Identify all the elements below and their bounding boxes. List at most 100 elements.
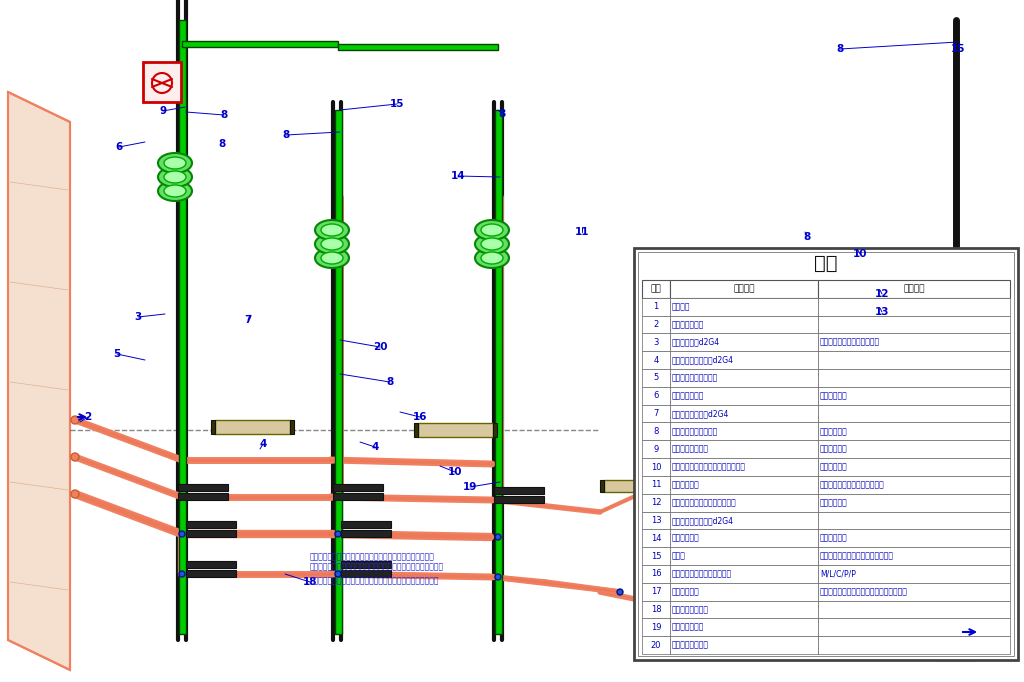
Bar	[670, 351, 818, 369]
Bar	[642, 547, 670, 565]
Bar	[642, 476, 670, 494]
Ellipse shape	[158, 181, 193, 201]
Bar	[670, 512, 818, 529]
Bar	[818, 351, 1010, 369]
Bar	[818, 619, 1010, 636]
Circle shape	[495, 534, 501, 540]
Bar	[178, 493, 228, 500]
Bar	[418, 423, 493, 437]
Bar	[642, 422, 670, 441]
Bar	[818, 422, 1010, 441]
Text: スタンション: スタンション	[672, 587, 699, 596]
Text: 防爆形コントロールスイッチ: 防爆形コントロールスイッチ	[672, 569, 732, 578]
Text: 9: 9	[160, 106, 167, 116]
Bar	[818, 441, 1010, 458]
Bar	[642, 619, 670, 636]
Bar	[818, 369, 1010, 387]
Bar	[642, 280, 670, 298]
Ellipse shape	[321, 252, 343, 264]
Text: 記号: 記号	[650, 284, 662, 293]
Bar	[670, 298, 818, 316]
Text: 3: 3	[134, 312, 141, 322]
Bar	[642, 529, 670, 547]
Bar	[182, 41, 338, 47]
Bar	[341, 570, 391, 577]
Bar	[670, 422, 818, 441]
Bar	[670, 529, 818, 547]
Bar	[950, 329, 961, 339]
Bar	[670, 404, 818, 422]
Text: 19: 19	[463, 482, 477, 492]
Bar	[818, 565, 1010, 582]
Circle shape	[764, 622, 770, 628]
Text: 10: 10	[853, 249, 867, 259]
Text: 8: 8	[283, 130, 290, 140]
Bar	[818, 636, 1010, 654]
Text: ケーブル保護チューブ: ケーブル保護チューブ	[672, 374, 718, 383]
Bar	[764, 382, 770, 634]
Text: 5: 5	[653, 374, 658, 383]
Ellipse shape	[481, 252, 503, 264]
Text: 1: 1	[653, 302, 658, 311]
Text: 15: 15	[390, 99, 404, 109]
Text: 支持材リップ槽・山形鉱現場制作品: 支持材リップ槽・山形鉱現場制作品	[820, 552, 894, 561]
Bar	[341, 561, 391, 568]
Bar	[676, 480, 680, 492]
Text: 18: 18	[303, 577, 317, 587]
Bar	[178, 484, 228, 491]
Text: 6: 6	[653, 391, 658, 400]
Text: 6: 6	[116, 142, 123, 152]
Text: 凡例: 凡例	[814, 254, 838, 273]
Text: 4: 4	[653, 355, 658, 365]
Text: 7: 7	[653, 409, 658, 418]
Text: 2: 2	[653, 320, 658, 329]
Text: スタンション現場制作品（市販品もあり）: スタンション現場制作品（市販品もあり）	[820, 587, 908, 596]
Bar	[818, 387, 1010, 404]
Bar	[818, 582, 1010, 601]
Circle shape	[335, 531, 341, 537]
Text: 16: 16	[650, 569, 662, 578]
Text: 8: 8	[804, 232, 811, 242]
Ellipse shape	[158, 167, 193, 187]
Text: 防爆コンセント: 防爆コンセント	[672, 623, 705, 632]
Ellipse shape	[475, 220, 509, 240]
Text: 2: 2	[84, 412, 91, 422]
Ellipse shape	[164, 157, 186, 169]
Text: クランプサドル: クランプサドル	[672, 391, 705, 400]
Bar	[670, 636, 818, 654]
Text: 施工はコンビナート工場防爆指針、消防他関連法規確認のこと: 施工はコンビナート工場防爆指針、消防他関連法規確認のこと	[310, 576, 439, 585]
Text: 14: 14	[451, 171, 465, 181]
Text: 19: 19	[650, 623, 662, 632]
Ellipse shape	[164, 185, 186, 197]
Bar	[948, 327, 962, 341]
Text: 12: 12	[874, 289, 889, 299]
Text: 8: 8	[220, 110, 227, 120]
Bar	[818, 512, 1010, 529]
Bar	[494, 487, 544, 494]
Text: 片方に鎖付用ロックナット取付: 片方に鎖付用ロックナット取付	[820, 480, 885, 489]
Bar	[818, 476, 1010, 494]
Bar	[290, 420, 294, 434]
Bar	[642, 404, 670, 422]
Circle shape	[335, 571, 341, 577]
Bar	[642, 441, 670, 458]
Bar	[670, 387, 818, 404]
Bar	[414, 423, 418, 437]
Bar	[642, 582, 670, 601]
Bar	[818, 404, 1010, 422]
Text: 15: 15	[650, 552, 662, 561]
Text: リミットスイッチ: リミットスイッチ	[672, 640, 709, 649]
Text: 接続端子筱　d2G4: 接続端子筱 d2G4	[672, 338, 720, 347]
Text: 14: 14	[650, 534, 662, 543]
Text: 8: 8	[499, 109, 506, 119]
Text: カップリング: カップリング	[672, 480, 699, 489]
Bar	[642, 333, 670, 351]
Bar	[642, 298, 670, 316]
Bar	[333, 493, 383, 500]
Text: 耗圧防爆形電動機: 耗圧防爆形電動機	[672, 605, 709, 614]
Bar	[670, 494, 818, 512]
Ellipse shape	[315, 220, 349, 240]
Text: 18: 18	[650, 605, 662, 614]
Bar	[215, 420, 290, 434]
Polygon shape	[8, 92, 70, 670]
